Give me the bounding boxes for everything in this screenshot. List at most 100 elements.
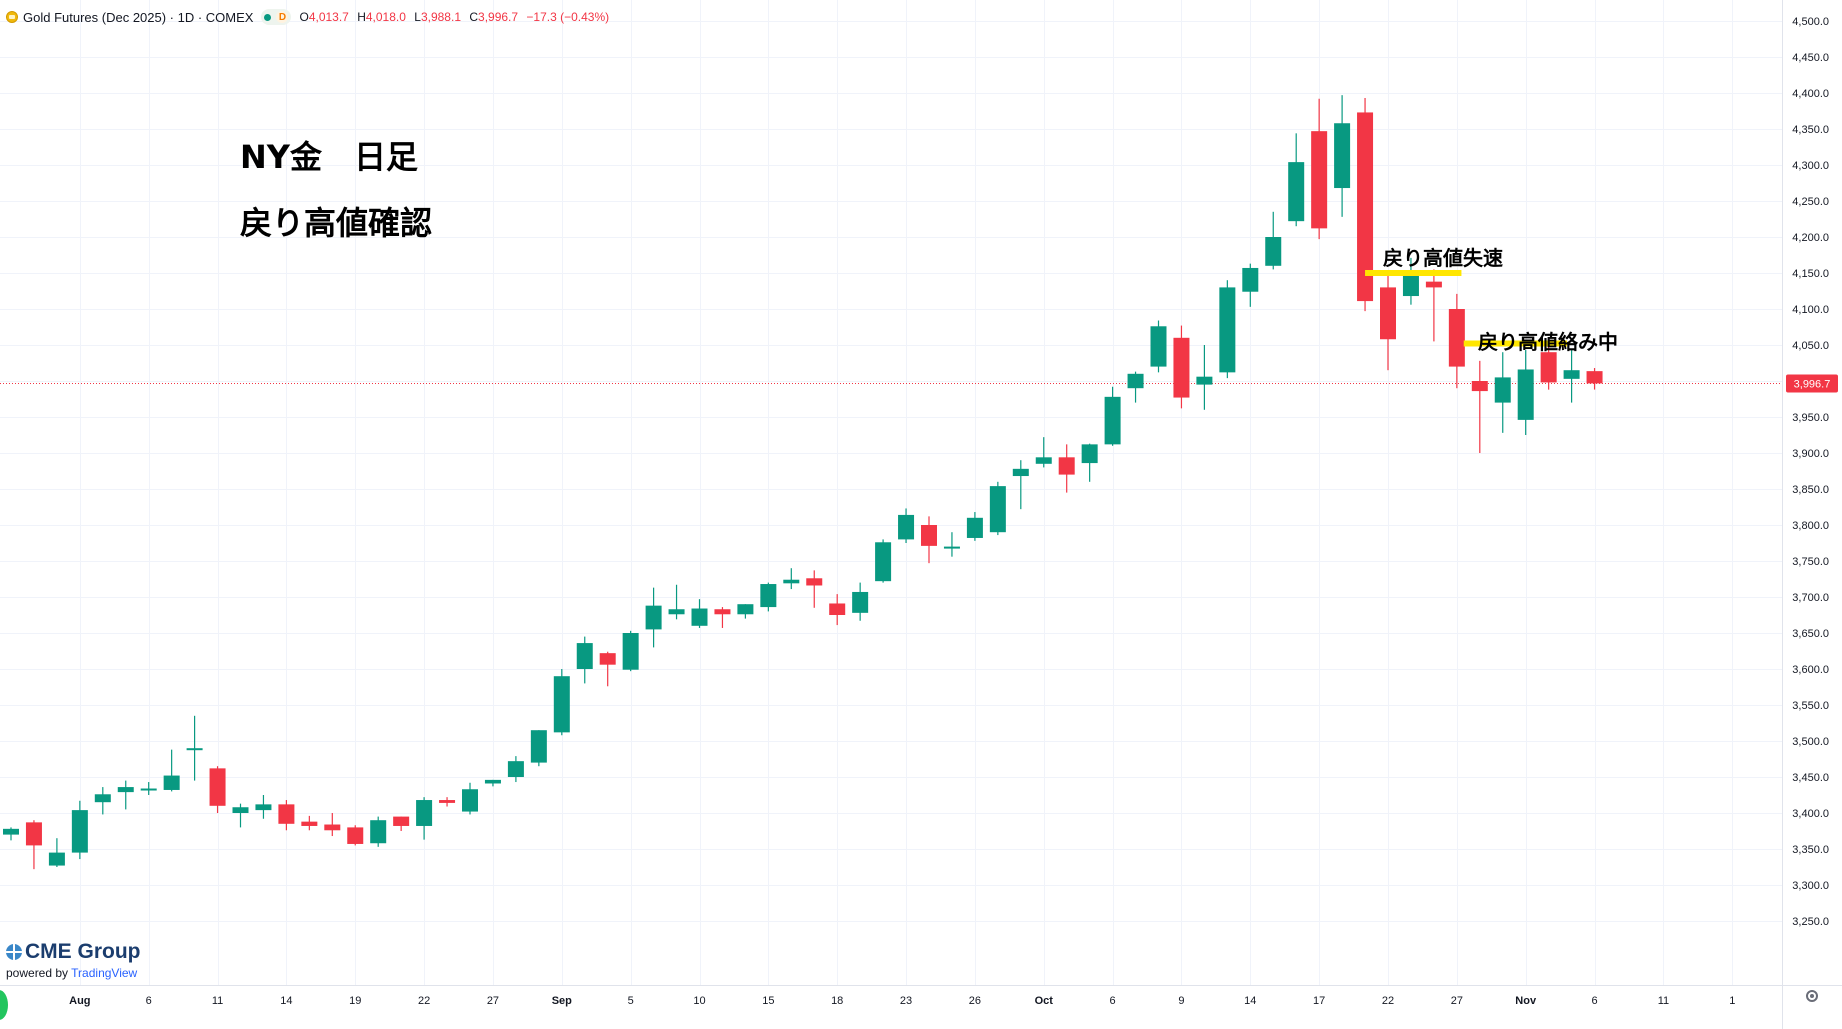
x-tick-label: 11 bbox=[212, 995, 223, 1007]
candle bbox=[1448, 293, 1465, 389]
candle-body bbox=[393, 816, 410, 826]
candle bbox=[760, 582, 777, 612]
candle bbox=[1402, 257, 1419, 305]
candle bbox=[1563, 350, 1580, 403]
settings-gear-icon[interactable] bbox=[1806, 990, 1818, 1002]
candle bbox=[829, 594, 846, 626]
candle-body bbox=[1196, 376, 1213, 385]
candle-body bbox=[783, 579, 800, 584]
candle-body bbox=[1173, 337, 1190, 398]
y-tick-label: 4,250.0 bbox=[1792, 196, 1829, 208]
last-price-badge bbox=[1786, 374, 1838, 393]
candle bbox=[921, 516, 937, 564]
y-tick-label: 3,550.0 bbox=[1792, 700, 1829, 712]
candle bbox=[530, 730, 547, 767]
x-tick-label: Aug bbox=[69, 995, 90, 1007]
candle bbox=[163, 749, 180, 792]
candle bbox=[1586, 368, 1603, 390]
candle-body bbox=[163, 775, 180, 790]
candle-body bbox=[1402, 274, 1419, 297]
gold-coin-icon bbox=[6, 11, 18, 23]
y-tick-label: 3,500.0 bbox=[1792, 736, 1829, 748]
candle-body bbox=[1104, 396, 1121, 445]
x-tick-label: 18 bbox=[831, 995, 843, 1007]
symbol-title[interactable]: Gold Futures (Dec 2025) · 1D · COMEX bbox=[23, 9, 254, 25]
ohlc-close-value: 3,996.7 bbox=[478, 10, 519, 24]
candle-body bbox=[599, 653, 616, 665]
candle bbox=[209, 766, 226, 813]
last-price-label: 3,996.7 bbox=[1794, 379, 1831, 391]
candle bbox=[852, 582, 869, 621]
candle bbox=[393, 816, 410, 831]
ohlc-low-key: L bbox=[414, 10, 421, 24]
candle bbox=[576, 636, 593, 684]
candle-body bbox=[943, 546, 960, 549]
ohlc-low-value: 3,988.1 bbox=[420, 10, 461, 24]
y-tick-label: 3,600.0 bbox=[1792, 664, 1829, 676]
candle bbox=[507, 756, 524, 783]
chart-subtitle-annotation: 戻り高値確認 bbox=[240, 204, 433, 242]
x-tick-label: 6 bbox=[1591, 995, 1597, 1007]
candle-body bbox=[806, 578, 823, 586]
candle bbox=[1242, 263, 1259, 307]
candle bbox=[117, 780, 134, 810]
candle-body bbox=[347, 827, 364, 844]
candle-body bbox=[875, 542, 892, 582]
x-tick-label: 14 bbox=[1244, 995, 1256, 1007]
candle-body bbox=[1540, 352, 1557, 383]
candle-body bbox=[48, 852, 65, 866]
candle-body bbox=[553, 676, 570, 733]
candle bbox=[1517, 350, 1534, 435]
candle-body bbox=[530, 730, 547, 763]
y-tick-label: 3,350.0 bbox=[1792, 844, 1829, 856]
candle bbox=[1265, 211, 1282, 270]
x-tick-label: 23 bbox=[900, 995, 912, 1007]
ohlc-change-value: −17.3 (−0.43%) bbox=[526, 10, 610, 24]
candle bbox=[1173, 325, 1190, 409]
y-tick-label: 4,350.0 bbox=[1792, 124, 1829, 136]
candle bbox=[806, 570, 823, 608]
market-status[interactable]: D bbox=[261, 9, 292, 25]
x-tick-label: Nov bbox=[1515, 995, 1537, 1007]
candle bbox=[898, 508, 915, 543]
chart-header: Gold Futures (Dec 2025) · 1D · COMEX D O… bbox=[6, 8, 614, 26]
y-tick-label: 4,300.0 bbox=[1792, 160, 1829, 172]
candle-body bbox=[714, 609, 731, 615]
candle-body bbox=[1334, 123, 1351, 189]
delay-badge: D bbox=[276, 11, 289, 23]
candle-body bbox=[1517, 369, 1534, 420]
candle-body bbox=[439, 800, 456, 803]
candle bbox=[484, 779, 501, 787]
candle-body bbox=[1242, 267, 1259, 292]
candle bbox=[255, 795, 272, 819]
candle-body bbox=[186, 748, 203, 751]
candle-body bbox=[1265, 237, 1282, 266]
candle-body bbox=[1357, 112, 1374, 302]
tradingview-link[interactable]: TradingView bbox=[71, 966, 138, 980]
y-tick-label: 3,700.0 bbox=[1792, 592, 1829, 604]
candle-body bbox=[668, 609, 685, 615]
x-tick-label: 10 bbox=[693, 995, 705, 1007]
candle-body bbox=[645, 605, 662, 630]
x-tick-label: 11 bbox=[1658, 995, 1669, 1007]
candle bbox=[1081, 443, 1098, 482]
y-tick-label: 3,800.0 bbox=[1792, 520, 1829, 532]
candle-body bbox=[1586, 371, 1603, 384]
ohlc-high-key: H bbox=[357, 10, 366, 24]
ohlc-close-key: C bbox=[469, 10, 479, 24]
candle-body bbox=[71, 810, 88, 853]
candle bbox=[94, 787, 111, 815]
candle-body bbox=[370, 820, 387, 844]
candle-body bbox=[1380, 287, 1396, 340]
candle-body bbox=[1127, 373, 1144, 389]
candle-body bbox=[3, 828, 19, 835]
y-tick-label: 3,950.0 bbox=[1792, 412, 1829, 424]
candle bbox=[622, 630, 639, 672]
candle bbox=[1425, 269, 1442, 342]
candle-body bbox=[117, 787, 134, 793]
ohlc-high-value: 4,018.0 bbox=[365, 10, 406, 24]
x-tick-label: 6 bbox=[146, 995, 152, 1007]
y-tick-label: 4,150.0 bbox=[1792, 268, 1829, 280]
candle bbox=[71, 800, 88, 860]
